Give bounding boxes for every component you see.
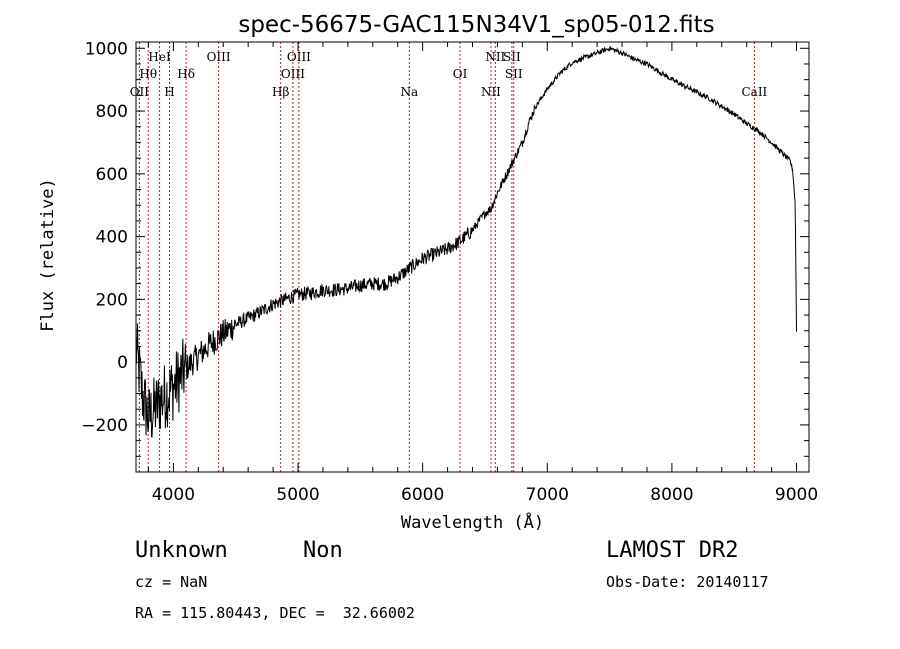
y-tick-label: 0 <box>117 353 128 373</box>
emission-line-label: NII <box>481 85 501 99</box>
emission-line-label: OI <box>453 67 468 81</box>
chart-title: spec-56675-GAC115N34V1_sp05-012.fits <box>238 12 714 38</box>
emission-line-label: Hβ <box>272 85 289 99</box>
survey-label: LAMOST DR2 <box>606 538 739 563</box>
emission-line-label: CaII <box>741 85 767 99</box>
emission-line-label: SII <box>505 67 523 81</box>
classification-label: Unknown <box>135 538 228 563</box>
emission-line-markers: OIIHθHeIHHδOIIIHβOIIIOIIINaOINIINIISIISI… <box>130 42 768 472</box>
emission-line-label: OIII <box>207 50 231 64</box>
y-tick-label: 400 <box>96 228 128 248</box>
emission-line-label: OIII <box>287 50 311 64</box>
y-tick-label: −200 <box>81 416 128 436</box>
emission-line-label: OIII <box>281 67 305 81</box>
emission-line-label: H <box>164 85 174 99</box>
emission-line-label: NII <box>485 50 505 64</box>
redshift-label: cz = NaN <box>135 573 208 591</box>
obs-date-label: Obs-Date: 20140117 <box>606 573 769 591</box>
spectrum-series-line <box>135 46 797 438</box>
plot-frame <box>135 41 810 473</box>
axis-ticks: 4000 5000 6000 7000 8000 9000 −200 0 200 400 600 80… <box>81 39 818 505</box>
x-tick-label: 5000 <box>276 485 319 505</box>
emission-line-label: Hθ <box>139 67 157 81</box>
emission-line-label: HeI <box>148 50 171 64</box>
subclass-label: Non <box>303 538 343 563</box>
emission-line-label: SII <box>503 50 521 64</box>
emission-line-label: Hδ <box>177 67 195 81</box>
x-tick-label: 7000 <box>526 485 569 505</box>
x-tick-label: 6000 <box>401 485 444 505</box>
y-axis-label: Flux (relative) <box>38 178 58 332</box>
x-tick-label: 9000 <box>775 485 818 505</box>
y-tick-label: 1000 <box>85 39 128 59</box>
x-tick-label: 4000 <box>152 485 195 505</box>
x-axis-label: Wavelength (Å) <box>401 511 544 533</box>
x-tick-label: 8000 <box>650 485 693 505</box>
emission-line-label: Na <box>400 85 418 99</box>
coordinates-label: RA = 115.80443, DEC = 32.66002 <box>135 604 415 622</box>
series-layer <box>135 46 797 438</box>
y-tick-label: 200 <box>96 290 128 310</box>
emission-line-label: OII <box>130 85 150 99</box>
y-tick-label: 600 <box>96 165 128 185</box>
y-tick-label: 800 <box>96 102 128 122</box>
